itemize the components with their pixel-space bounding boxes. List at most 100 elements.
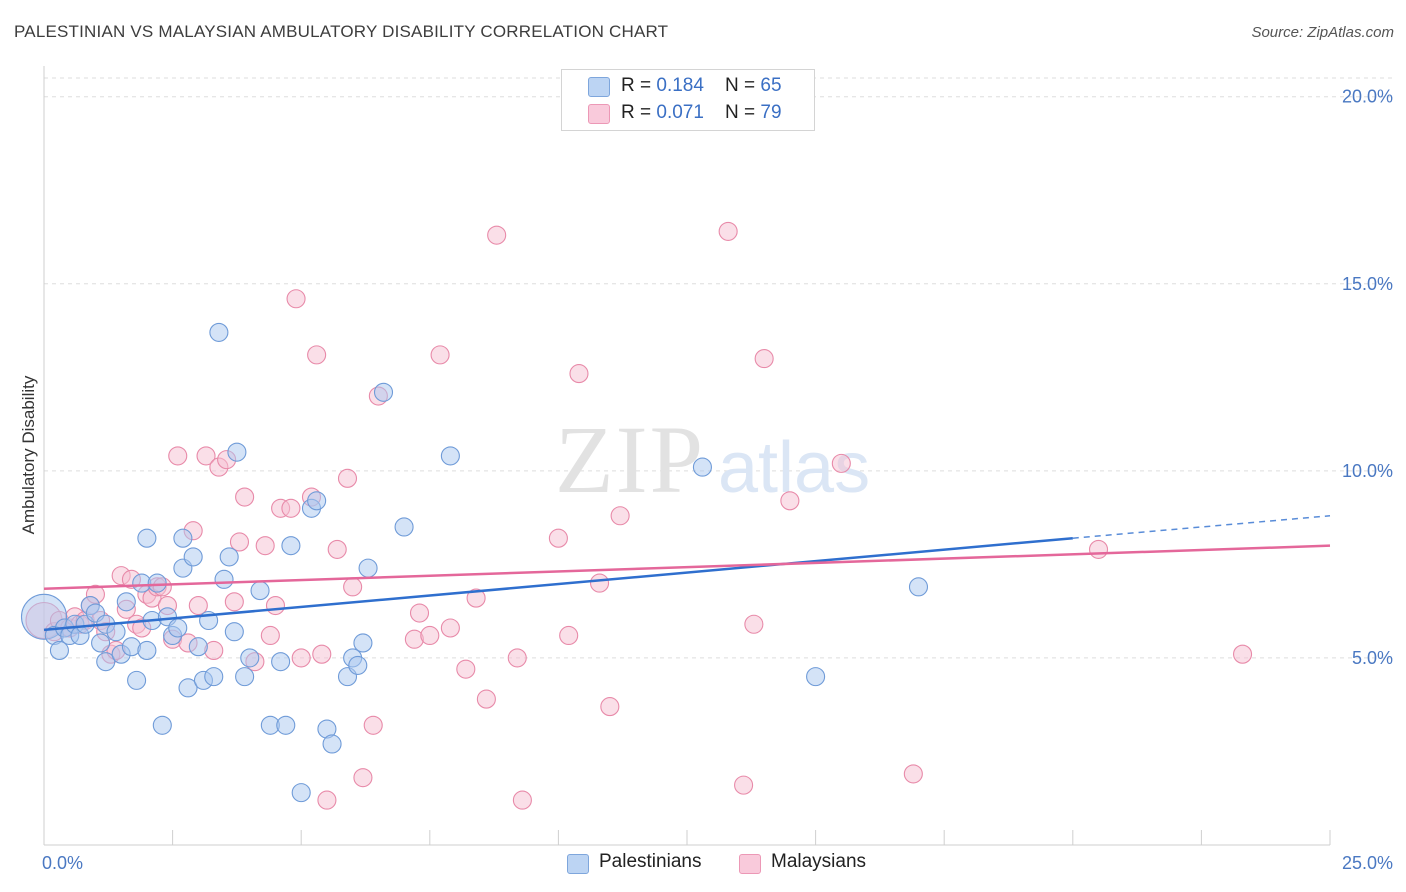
palestinian-point [281, 536, 301, 556]
malaysian-point [744, 614, 764, 634]
malaysian-point [456, 659, 476, 679]
palestinian-point [137, 640, 157, 660]
palestinian-point [127, 670, 147, 690]
malaysian-point [1233, 644, 1253, 664]
palestinian-point [183, 547, 203, 567]
malaysian-point [512, 790, 532, 810]
malaysian-point [363, 715, 383, 735]
palestinian-point [394, 517, 414, 537]
legend-text: R = 0.071 N = 79 [621, 102, 782, 124]
malaysian-point [507, 648, 527, 668]
malaysian-point [569, 364, 589, 384]
malaysian-point [1088, 539, 1109, 559]
palestinian-point [209, 322, 229, 342]
r-label: R = [621, 75, 657, 96]
palestinian-point [188, 637, 208, 657]
y-axis-label: Ambulatory Disability [19, 375, 38, 534]
malaysian-point [548, 528, 568, 548]
chart-title: PALESTINIAN VS MALAYSIAN AMBULATORY DISA… [14, 22, 669, 41]
legend-label: Palestinians [599, 851, 702, 872]
malaysian-point [610, 506, 630, 526]
malaysian-point [286, 289, 306, 309]
palestinian-point [178, 678, 198, 698]
malaysian-point [559, 625, 579, 646]
x-tick-label: 25.0% [1342, 853, 1393, 873]
n-label: N = [725, 102, 761, 123]
watermark-zip: ZIP [555, 406, 705, 513]
malaysian-point [718, 221, 738, 241]
malaysian-point [600, 697, 620, 717]
palestinian-point [240, 648, 260, 668]
source-label: Source: ZipAtlas.com [1251, 24, 1394, 41]
palestinian-point [307, 491, 327, 511]
legend-swatch-blue [567, 854, 589, 874]
malaysian-point [780, 491, 800, 511]
legend-swatch-pink [739, 854, 761, 874]
malaysian-point [353, 768, 373, 788]
palestinian-point [224, 622, 244, 642]
palestinian-point [152, 715, 172, 735]
malaysian-point [734, 775, 754, 795]
y-tick-label: 10.0% [1342, 461, 1393, 481]
palestinians-trend-line [43, 536, 1073, 632]
palestinian-point [908, 577, 929, 597]
malaysian-point [317, 790, 337, 810]
malaysian-point [440, 618, 460, 638]
malaysian-point [903, 764, 923, 784]
x-tick-label: 0.0% [42, 853, 83, 873]
malaysian-point [754, 349, 774, 369]
trend-lines [43, 515, 1331, 632]
malaysian-point [235, 487, 255, 507]
palestinian-point [204, 667, 224, 687]
malaysian-point [430, 345, 450, 365]
y-tick-label: 5.0% [1352, 648, 1393, 668]
palestinian-point [348, 655, 368, 675]
r-value: 0.184 [656, 75, 704, 96]
n-value: 79 [760, 102, 782, 123]
axes [43, 66, 1331, 846]
malaysian-point [590, 573, 610, 593]
legend-label: Malaysians [771, 851, 867, 872]
malaysian-point [291, 648, 311, 668]
palestinian-point [116, 592, 136, 612]
malaysian-point [307, 345, 327, 365]
legend-swatch-pink [588, 104, 610, 124]
malaysians-trend-line [43, 544, 1331, 590]
legend-text: R = 0.184 N = 65 [621, 75, 782, 97]
malaysian-point [312, 644, 332, 664]
malaysian-point [229, 532, 250, 552]
malaysian-point [476, 689, 496, 709]
palestinian-point [227, 442, 247, 462]
watermark: ZIP atlas [555, 406, 870, 513]
palestinian-point [806, 667, 826, 687]
malaysian-point [168, 446, 188, 466]
palestinian-point [692, 457, 712, 477]
malaysian-point [337, 468, 358, 488]
palestinian-point [373, 382, 394, 402]
malaysian-point [265, 595, 286, 616]
palestinian-point [235, 667, 255, 687]
palestinians-points [20, 322, 929, 803]
malaysian-point [409, 603, 430, 623]
palestinian-point [271, 652, 291, 672]
malaysian-point [281, 498, 301, 518]
palestinian-point [440, 446, 460, 466]
palestinians-trend-extension [1072, 515, 1331, 539]
n-value: 65 [760, 75, 782, 96]
malaysian-point [343, 577, 363, 597]
y-tick-label: 15.0% [1342, 274, 1393, 294]
malaysians-points [25, 221, 1253, 810]
palestinian-point [49, 640, 69, 660]
palestinian-point [276, 715, 296, 735]
palestinian-point [322, 734, 342, 754]
malaysian-point [224, 592, 244, 612]
malaysian-point [420, 625, 440, 646]
palestinian-point [358, 558, 378, 578]
malaysian-point [327, 539, 347, 559]
palestinian-point [173, 528, 193, 548]
malaysian-point [260, 625, 280, 646]
tick-labels: 5.0% 10.0% 15.0% 20.0% 0.0% 25.0% [42, 87, 1393, 873]
palestinian-point [353, 633, 373, 653]
palestinian-point [291, 783, 311, 803]
